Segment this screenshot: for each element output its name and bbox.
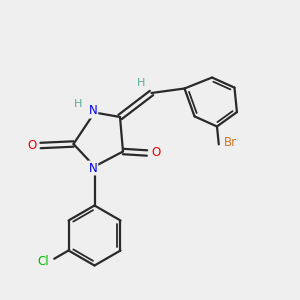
Text: N: N <box>88 104 98 118</box>
Text: O: O <box>152 146 160 160</box>
Text: H: H <box>74 99 82 109</box>
Text: Cl: Cl <box>37 255 49 268</box>
Text: O: O <box>28 139 37 152</box>
Text: N: N <box>88 161 98 175</box>
Text: Br: Br <box>224 136 237 149</box>
Text: H: H <box>137 78 145 88</box>
